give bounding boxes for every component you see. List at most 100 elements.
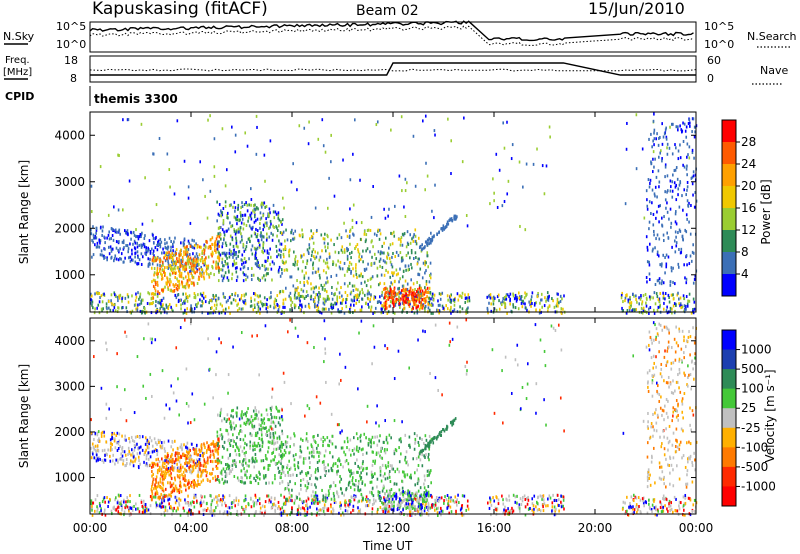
data-cell	[125, 438, 127, 442]
data-cell	[395, 268, 398, 272]
data-cell	[195, 242, 197, 246]
data-cell	[240, 214, 242, 218]
data-cell	[307, 276, 310, 280]
data-cell	[140, 232, 143, 236]
data-cell	[633, 294, 635, 298]
data-cell	[207, 266, 209, 270]
data-cell	[312, 261, 315, 265]
data-cell	[441, 228, 444, 232]
data-cell	[396, 298, 399, 302]
data-cell	[197, 482, 199, 486]
data-cell	[193, 239, 195, 243]
data-cell	[325, 493, 327, 497]
data-cell	[486, 308, 489, 312]
data-cell	[190, 458, 193, 462]
data-cell	[100, 507, 102, 511]
data-cell	[190, 268, 193, 272]
data-cell	[290, 303, 292, 307]
data-cell	[210, 510, 212, 514]
data-cell	[303, 296, 306, 300]
data-cell	[231, 293, 233, 297]
data-cell	[562, 495, 565, 499]
data-cell	[218, 244, 221, 248]
data-cell	[285, 228, 287, 232]
data-cell	[188, 461, 191, 465]
data-cell	[214, 475, 217, 479]
data-cell	[326, 297, 329, 301]
data-cell	[269, 304, 272, 308]
data-cell	[177, 455, 180, 459]
data-cell	[156, 463, 159, 467]
data-cell	[130, 453, 132, 457]
data-cell	[383, 207, 385, 211]
data-cell	[200, 494, 202, 498]
data-cell	[413, 302, 416, 306]
data-cell	[237, 302, 240, 306]
data-cell	[424, 260, 426, 264]
data-cell	[336, 300, 339, 304]
data-cell	[162, 499, 164, 503]
data-cell	[291, 237, 294, 241]
data-cell	[693, 307, 696, 311]
data-cell	[416, 309, 419, 313]
data-cell	[401, 275, 404, 279]
data-cell	[408, 304, 411, 308]
data-cell	[253, 298, 256, 302]
data-cell	[555, 499, 558, 503]
data-cell	[197, 301, 199, 305]
data-cell	[654, 302, 657, 306]
data-cell	[489, 296, 492, 300]
data-cell	[307, 497, 310, 501]
data-cell	[162, 481, 164, 485]
data-cell	[407, 251, 409, 255]
data-cell	[152, 233, 154, 237]
data-cell	[196, 270, 198, 274]
data-cell	[124, 453, 127, 457]
data-cell	[368, 292, 371, 296]
data-cell	[101, 430, 104, 434]
data-cell	[376, 510, 379, 514]
data-cell	[255, 256, 258, 260]
data-cell	[216, 500, 218, 504]
data-cell	[559, 294, 562, 298]
data-cell	[449, 294, 452, 298]
data-cell	[275, 249, 278, 253]
data-cell	[666, 174, 669, 178]
data-cell	[177, 293, 180, 297]
data-cell	[213, 497, 215, 501]
data-cell	[430, 297, 432, 301]
data-cell	[96, 431, 99, 435]
data-cell	[155, 203, 158, 207]
data-cell	[330, 510, 333, 514]
data-cell	[323, 288, 326, 292]
data-cell	[136, 507, 139, 511]
data-cell	[662, 497, 664, 501]
data-cell	[123, 513, 125, 517]
data-cell	[361, 297, 364, 301]
data-cell	[179, 473, 181, 477]
data-cell	[305, 290, 308, 294]
data-cell	[234, 504, 237, 508]
data-cell	[131, 294, 133, 298]
data-cell	[682, 513, 685, 517]
data-cell	[237, 499, 240, 503]
data-cell	[170, 254, 173, 258]
data-cell	[315, 513, 318, 517]
data-cell	[509, 302, 511, 306]
data-cell	[150, 465, 153, 469]
data-cell	[343, 282, 346, 286]
data-cell	[282, 230, 285, 234]
data-cell	[152, 477, 155, 481]
data-cell	[216, 466, 219, 470]
data-cell	[166, 277, 169, 281]
data-cell	[156, 469, 159, 473]
data-cell	[188, 481, 190, 485]
data-cell	[160, 472, 163, 476]
data-cell	[318, 286, 320, 290]
data-cell	[394, 303, 397, 307]
data-cell	[243, 249, 246, 253]
data-cell	[411, 309, 413, 313]
data-cell	[658, 155, 660, 159]
data-cell	[555, 507, 557, 511]
data-cell	[311, 250, 314, 254]
